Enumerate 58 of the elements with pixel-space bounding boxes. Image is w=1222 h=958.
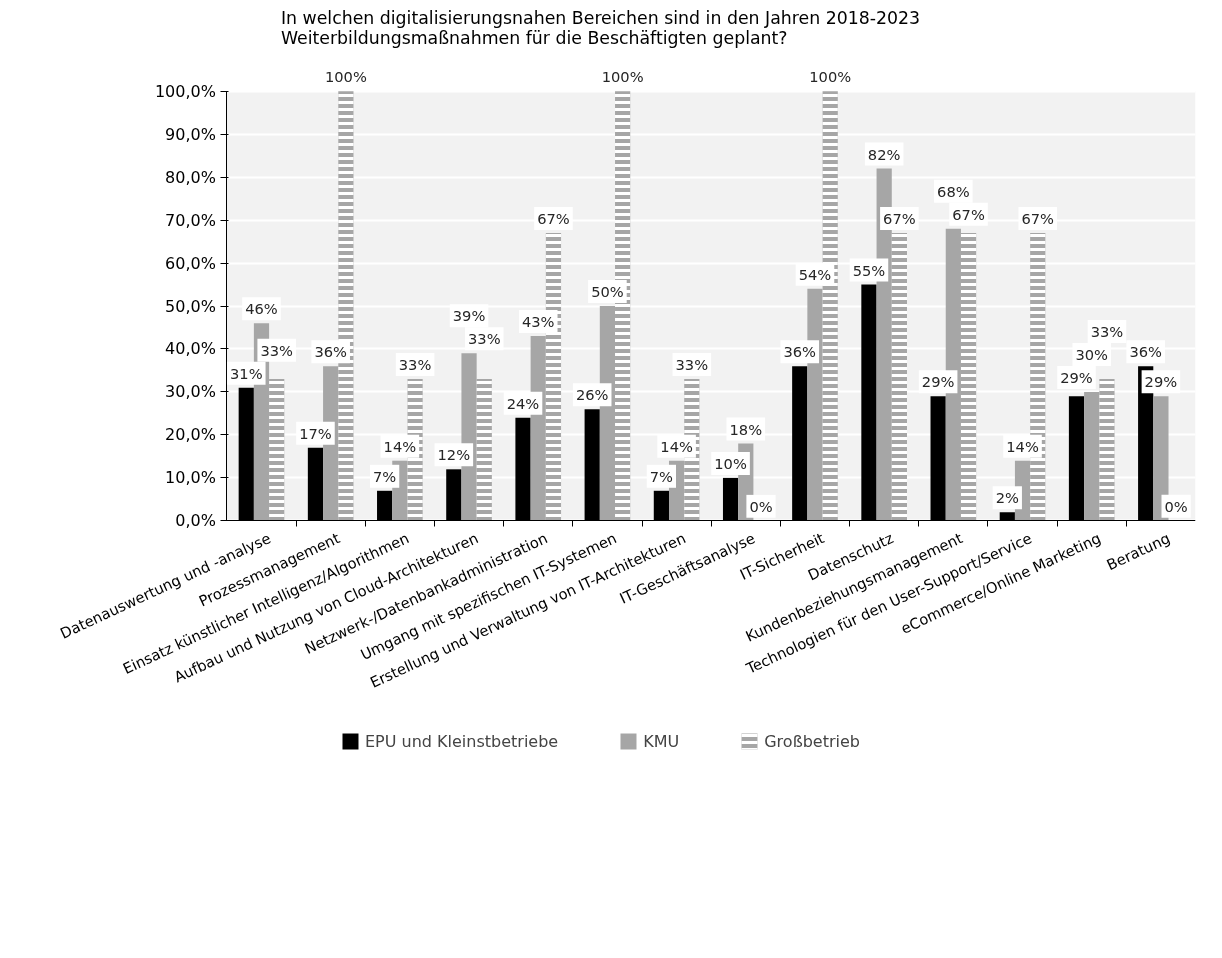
bar: [1084, 391, 1100, 521]
y-tick-label: 0,0%: [175, 511, 216, 531]
data-label: 67%: [1021, 209, 1055, 227]
y-tick-label: 30,0%: [165, 382, 216, 402]
chart-title: In welchen digitalisierungsnahen Bereichen sind in den Jahren 2018-2023 Weiterbildungsmaßnahmen für die Beschäftigten geplant?: [280, 7, 921, 48]
y-tick-label: 40,0%: [165, 339, 216, 359]
data-label: 55%: [852, 261, 886, 279]
data-label: 0%: [1164, 497, 1188, 515]
y-tick-label: 50,0%: [165, 296, 216, 316]
data-label: 33%: [260, 341, 294, 359]
data-label: 7%: [373, 467, 397, 485]
data-label: 14%: [660, 437, 693, 455]
data-label: 82%: [867, 145, 901, 163]
data-label: 0%: [749, 497, 773, 515]
data-label: 54%: [798, 265, 832, 283]
y-tick-label: 100,0%: [154, 81, 216, 101]
data-label: 10%: [714, 454, 747, 472]
data-label: 33%: [398, 356, 432, 374]
data-label: 43%: [521, 313, 555, 331]
data-label: 33%: [675, 356, 709, 374]
data-label: 24%: [506, 394, 540, 412]
y-tick-label: 20,0%: [165, 425, 216, 445]
data-label: 67%: [883, 209, 916, 227]
data-label: 29%: [921, 373, 955, 391]
data-label: 33%: [467, 330, 501, 348]
legend-label: KMU: [643, 731, 680, 751]
y-tick-label: 60,0%: [165, 253, 216, 273]
y-tick-label: 80,0%: [165, 167, 216, 187]
data-label: 68%: [937, 182, 970, 200]
data-label: 39%: [452, 307, 486, 325]
data-label: 100%: [809, 68, 852, 86]
data-label: 50%: [591, 283, 624, 301]
y-tick-label: 90,0%: [165, 124, 216, 144]
legend-label: EPU und Kleinstbetriebe: [364, 731, 559, 751]
y-tick-label: 70,0%: [165, 210, 216, 230]
data-label: 12%: [437, 446, 471, 464]
data-label: 14%: [383, 437, 417, 455]
data-label: 14%: [1006, 437, 1039, 455]
data-label: 31%: [229, 364, 263, 382]
data-label: 100%: [601, 68, 644, 86]
data-label: 36%: [783, 343, 817, 361]
data-label: 46%: [245, 300, 278, 318]
y-tick-label: 10,0%: [165, 468, 216, 488]
data-label: 33%: [1090, 322, 1124, 340]
data-label: 18%: [729, 420, 763, 438]
data-label: 26%: [575, 386, 609, 404]
data-label: 36%: [314, 343, 348, 361]
data-label: 36%: [1129, 343, 1163, 361]
data-label: 7%: [649, 467, 674, 485]
data-label: 30%: [1075, 345, 1109, 363]
data-label: 67%: [537, 209, 570, 227]
data-label: 2%: [995, 489, 1020, 507]
data-label: 100%: [324, 68, 367, 86]
data-label: 29%: [1144, 373, 1178, 391]
legend-label: Großbetrieb: [764, 731, 861, 751]
data-label: 29%: [1060, 368, 1093, 386]
data-label: 17%: [299, 424, 332, 442]
data-label: 67%: [952, 205, 985, 223]
